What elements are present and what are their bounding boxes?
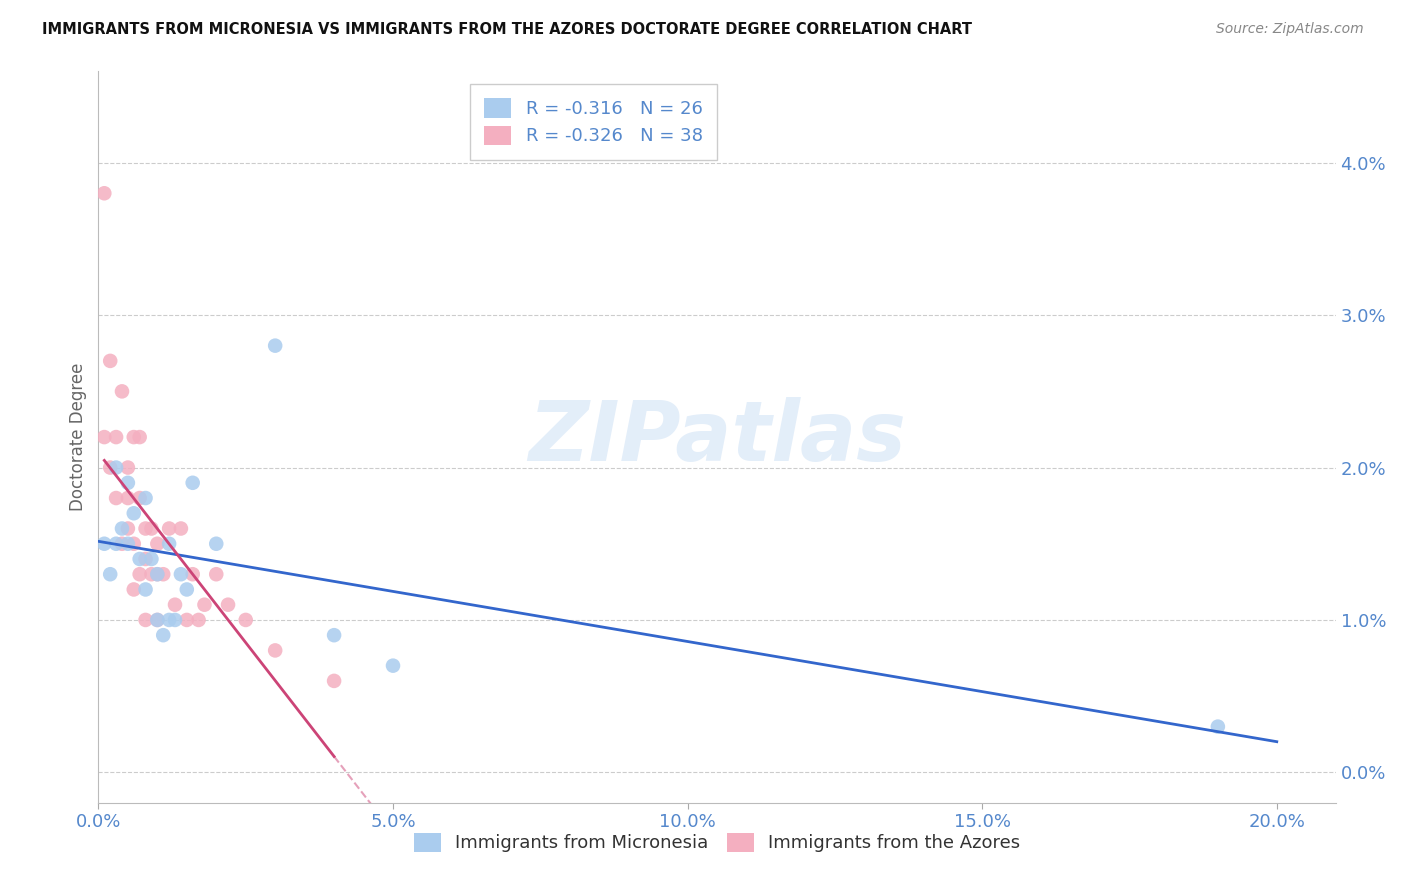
Point	[217, 598, 239, 612]
Point	[146, 567, 169, 582]
Point	[170, 567, 193, 582]
Point	[163, 613, 186, 627]
Point	[264, 643, 287, 657]
Point	[141, 552, 163, 566]
Point	[111, 521, 134, 535]
Point	[187, 613, 209, 627]
Point	[181, 475, 204, 490]
Point	[146, 613, 169, 627]
Point	[135, 552, 157, 566]
Text: IMMIGRANTS FROM MICRONESIA VS IMMIGRANTS FROM THE AZORES DOCTORATE DEGREE CORREL: IMMIGRANTS FROM MICRONESIA VS IMMIGRANTS…	[42, 22, 972, 37]
Point	[122, 430, 145, 444]
Point	[157, 613, 180, 627]
Point	[152, 567, 174, 582]
Point	[111, 537, 134, 551]
Y-axis label: Doctorate Degree: Doctorate Degree	[69, 363, 87, 511]
Point	[235, 613, 257, 627]
Point	[122, 537, 145, 551]
Point	[146, 567, 169, 582]
Point	[205, 537, 228, 551]
Point	[152, 628, 174, 642]
Point	[98, 567, 121, 582]
Point	[382, 658, 405, 673]
Point	[117, 521, 139, 535]
Point	[105, 537, 128, 551]
Point	[181, 567, 204, 582]
Point	[117, 491, 139, 505]
Point	[117, 475, 139, 490]
Point	[122, 506, 145, 520]
Point	[163, 598, 186, 612]
Point	[146, 613, 169, 627]
Point	[93, 430, 115, 444]
Point	[98, 460, 121, 475]
Point	[135, 613, 157, 627]
Point	[205, 567, 228, 582]
Point	[117, 537, 139, 551]
Point	[135, 582, 157, 597]
Point	[105, 430, 128, 444]
Text: ZIPatlas: ZIPatlas	[529, 397, 905, 477]
Point	[135, 491, 157, 505]
Point	[93, 537, 115, 551]
Point	[1206, 720, 1229, 734]
Point	[117, 460, 139, 475]
Point	[128, 552, 150, 566]
Point	[141, 567, 163, 582]
Point	[193, 598, 215, 612]
Point	[135, 521, 157, 535]
Point	[105, 460, 128, 475]
Point	[128, 430, 150, 444]
Point	[128, 491, 150, 505]
Point	[323, 628, 346, 642]
Point	[141, 521, 163, 535]
Point	[157, 521, 180, 535]
Point	[98, 354, 121, 368]
Point	[122, 582, 145, 597]
Point	[105, 491, 128, 505]
Point	[157, 537, 180, 551]
Legend: Immigrants from Micronesia, Immigrants from the Azores: Immigrants from Micronesia, Immigrants f…	[406, 826, 1028, 860]
Point	[93, 186, 115, 201]
Point	[146, 537, 169, 551]
Point	[176, 582, 198, 597]
Point	[170, 521, 193, 535]
Point	[323, 673, 346, 688]
Text: Source: ZipAtlas.com: Source: ZipAtlas.com	[1216, 22, 1364, 37]
Point	[264, 338, 287, 352]
Point	[111, 384, 134, 399]
Point	[128, 567, 150, 582]
Point	[176, 613, 198, 627]
